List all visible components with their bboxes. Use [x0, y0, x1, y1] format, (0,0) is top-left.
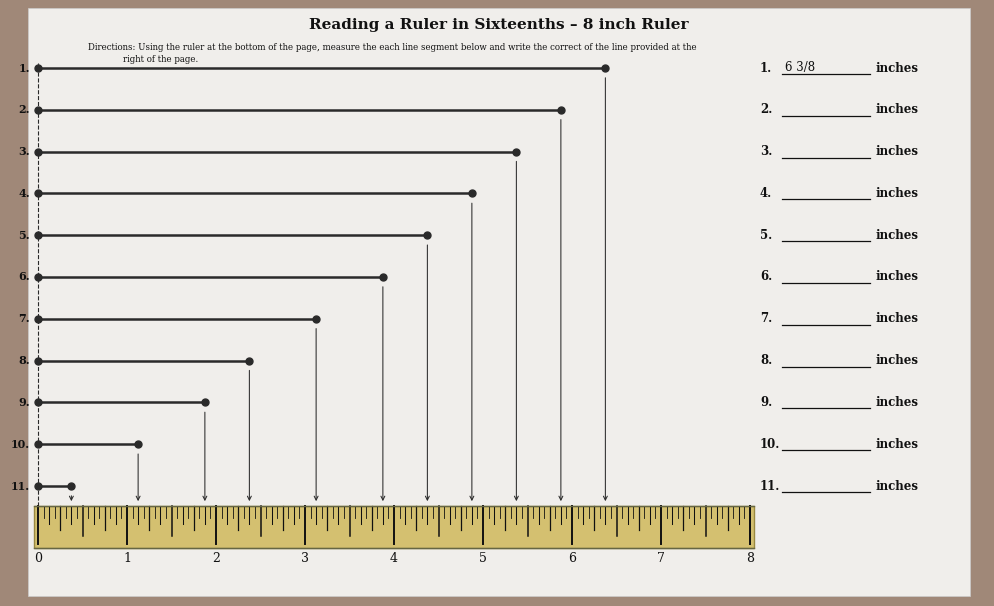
Text: right of the page.: right of the page.: [123, 55, 198, 64]
Text: Directions: Using the ruler at the bottom of the page, measure the each line seg: Directions: Using the ruler at the botto…: [88, 43, 697, 52]
Text: 1: 1: [123, 552, 131, 565]
Text: 2.: 2.: [19, 104, 30, 115]
Text: 11.: 11.: [760, 479, 780, 493]
Text: 6.: 6.: [760, 270, 772, 284]
Text: inches: inches: [876, 187, 919, 200]
Text: 5.: 5.: [760, 228, 772, 242]
Text: 3: 3: [301, 552, 309, 565]
Text: inches: inches: [876, 312, 919, 325]
Text: 5.: 5.: [18, 230, 30, 241]
Text: inches: inches: [876, 145, 919, 158]
Text: 2.: 2.: [760, 103, 772, 116]
Text: inches: inches: [876, 354, 919, 367]
Text: 4.: 4.: [18, 188, 30, 199]
Text: inches: inches: [876, 103, 919, 116]
Text: 7.: 7.: [18, 313, 30, 324]
Text: Reading a Ruler in Sixteenths – 8 inch Ruler: Reading a Ruler in Sixteenths – 8 inch R…: [309, 18, 689, 32]
Text: 1.: 1.: [19, 62, 30, 73]
Text: 4.: 4.: [760, 187, 772, 200]
Text: inches: inches: [876, 228, 919, 242]
Text: 6.: 6.: [18, 271, 30, 282]
Text: 9.: 9.: [760, 396, 772, 409]
Text: 1.: 1.: [760, 61, 772, 75]
Text: 9.: 9.: [18, 397, 30, 408]
Bar: [34, 506, 754, 548]
Text: 8.: 8.: [760, 354, 772, 367]
Text: 8.: 8.: [18, 355, 30, 366]
Text: 10.: 10.: [760, 438, 780, 451]
Text: 5: 5: [479, 552, 487, 565]
Text: 6: 6: [568, 552, 576, 565]
Text: 11.: 11.: [11, 481, 30, 491]
Text: inches: inches: [876, 479, 919, 493]
Text: 10.: 10.: [11, 439, 30, 450]
Text: 7.: 7.: [760, 312, 772, 325]
Text: inches: inches: [876, 61, 919, 75]
Text: 3.: 3.: [18, 146, 30, 157]
Text: inches: inches: [876, 396, 919, 409]
Text: inches: inches: [876, 438, 919, 451]
Text: 3.: 3.: [760, 145, 772, 158]
Text: 2: 2: [212, 552, 220, 565]
Text: 6 3/8: 6 3/8: [785, 61, 815, 73]
Text: inches: inches: [876, 270, 919, 284]
Text: 8: 8: [746, 552, 754, 565]
Text: 7: 7: [657, 552, 665, 565]
Text: 4: 4: [390, 552, 398, 565]
Text: 0: 0: [34, 552, 42, 565]
